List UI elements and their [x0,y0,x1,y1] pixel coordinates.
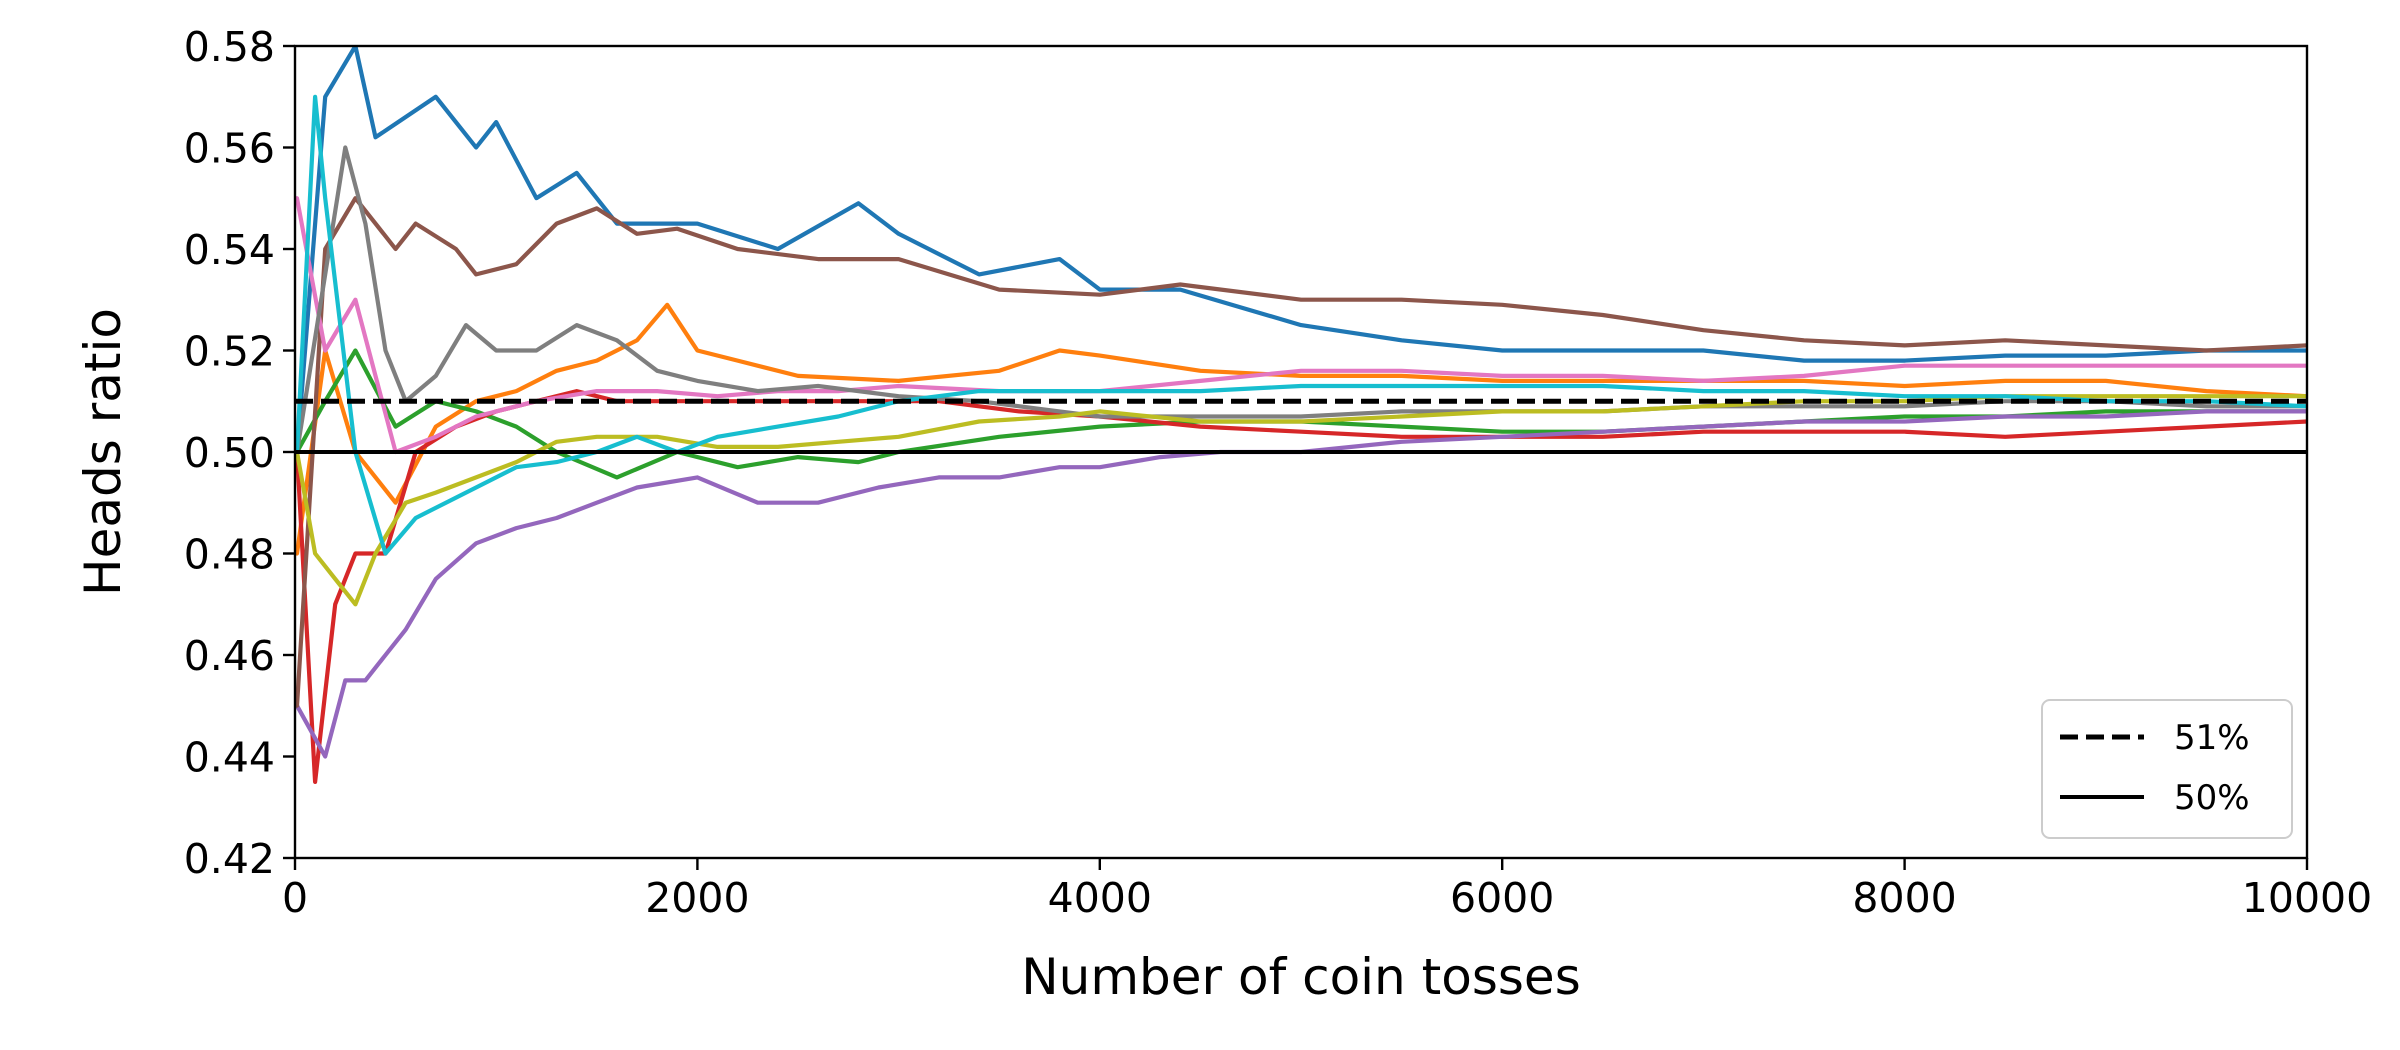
x-tick-label: 6000 [1450,874,1554,922]
y-tick-label: 0.56 [184,125,275,173]
series-layer [295,46,2307,785]
y-axis: 0.42 0.44 0.46 0.48 0.50 0.52 0.54 0.56 0.58 [184,23,295,883]
x-axis-label: Number of coin tosses [1021,948,1581,1006]
series-line-3 [295,348,2307,480]
x-tick-label: 0 [282,874,308,922]
y-tick-label: 0.48 [184,531,275,579]
y-tick-label: 0.44 [184,734,275,782]
x-axis: 0 2000 4000 6000 8000 10000 [282,858,2372,922]
y-axis-label: Heads ratio [74,308,132,596]
y-tick-label: 0.42 [184,835,275,883]
y-tick-label: 0.54 [184,226,275,274]
x-tick-label: 8000 [1852,874,1956,922]
series-line-8 [295,145,2307,455]
y-tick-label: 0.52 [184,328,275,376]
x-tick-label: 4000 [1048,874,1152,922]
reference-lines [295,398,2307,454]
series-line-6 [295,196,2307,708]
legend: 51% 50% [2041,699,2293,839]
legend-box [2041,699,2293,839]
y-tick-label: 0.50 [184,429,275,477]
series-line-2 [295,302,2307,556]
series-line-1 [295,46,2307,455]
legend-label-51: 51% [2174,718,2250,758]
y-tick-label: 0.58 [184,23,275,71]
series-line-5 [295,409,2307,759]
series-line-10 [295,94,2307,556]
legend-label-50: 50% [2174,778,2250,818]
x-tick-label: 2000 [645,874,749,922]
y-tick-label: 0.46 [184,632,275,680]
x-tick-label: 10000 [2242,874,2372,922]
series-line-4 [295,389,2307,785]
